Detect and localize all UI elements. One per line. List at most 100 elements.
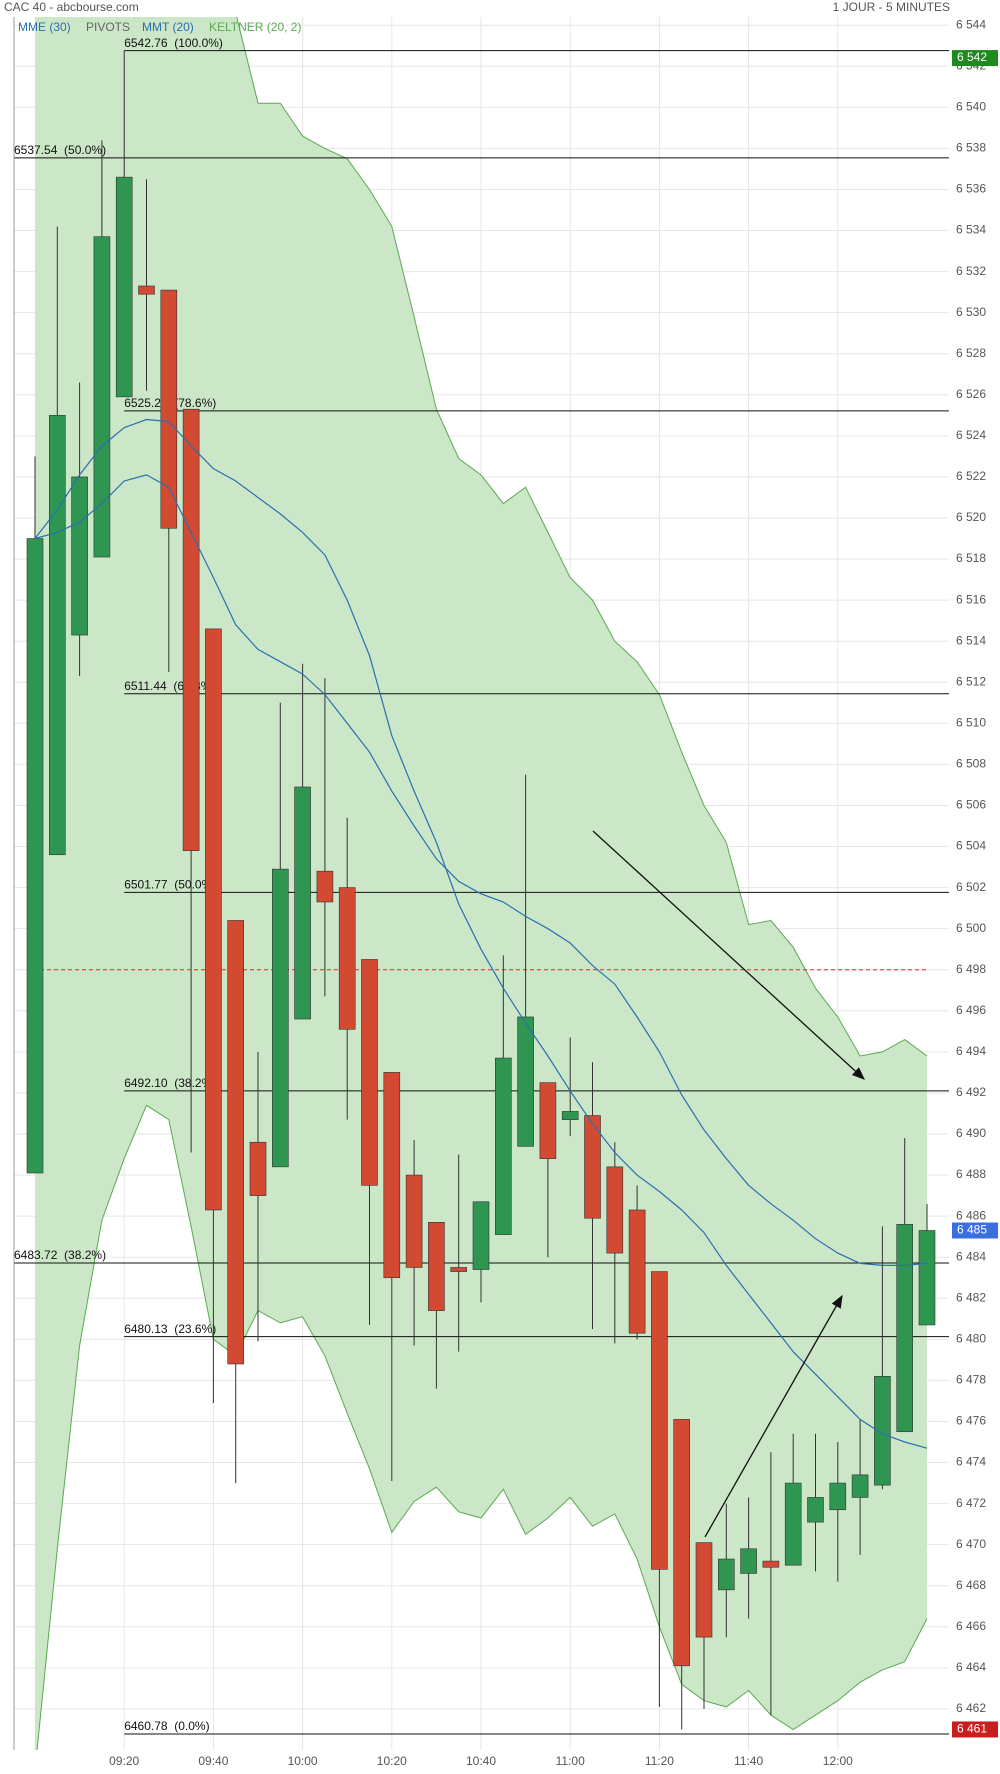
band-upper bbox=[236, 17, 928, 1057]
ma-line bbox=[34, 474, 928, 1266]
arrow bbox=[704, 1294, 843, 1538]
candle-body bbox=[673, 1419, 691, 1667]
band-fill bbox=[35, 17, 927, 1750]
y-tick-label: 6 464 bbox=[956, 1660, 986, 1674]
price-tag-label: 6 461 bbox=[957, 1722, 987, 1736]
y-tick-label: 6 536 bbox=[956, 182, 986, 196]
candle-body bbox=[851, 1474, 869, 1498]
ma-line bbox=[34, 418, 928, 1449]
y-tick-label: 6 480 bbox=[956, 1332, 986, 1346]
y-tick-label: 6 526 bbox=[956, 387, 986, 401]
axes: 6 462 6 464 6 466 6 468 6 470 6 472 6 474 6 476… bbox=[109, 17, 998, 1768]
y-tick-label: 6 506 bbox=[956, 798, 986, 812]
candle-body bbox=[428, 1221, 445, 1311]
y-tick-label: 6 466 bbox=[956, 1619, 986, 1633]
y-tick-label: 6 508 bbox=[956, 757, 986, 771]
candle-body bbox=[26, 538, 44, 1174]
candle-body bbox=[405, 1174, 423, 1268]
x-tick-label: 11:20 bbox=[645, 1754, 674, 1768]
y-tick-label: 6 516 bbox=[956, 592, 986, 606]
y-tick-label: 6 528 bbox=[956, 346, 986, 360]
candle-body bbox=[450, 1267, 468, 1272]
y-tick-label: 6 510 bbox=[956, 716, 986, 730]
x-tick-label: 10:40 bbox=[466, 1754, 496, 1768]
y-tick-label: 6 520 bbox=[956, 510, 986, 524]
arrow bbox=[592, 830, 865, 1080]
candle-body bbox=[807, 1497, 824, 1523]
candle-body bbox=[517, 1016, 534, 1147]
y-tick-label: 6 498 bbox=[956, 962, 986, 976]
candle-body bbox=[606, 1166, 624, 1254]
legend: MME (30) PIVOTS MMT (20) KELTNER (20, 2) bbox=[18, 20, 301, 34]
candle-body bbox=[93, 236, 111, 558]
candle-body bbox=[874, 1375, 891, 1486]
y-tick-label: 6 476 bbox=[956, 1414, 986, 1428]
level-label: 6501.77 (50.0%) bbox=[124, 878, 216, 892]
chart-title: CAC 40 - abcbourse.com bbox=[4, 0, 139, 14]
candle-body bbox=[160, 289, 178, 529]
y-tick-label: 6 492 bbox=[956, 1085, 986, 1099]
y-tick-label: 6 470 bbox=[956, 1537, 986, 1551]
y-tick-label: 6 474 bbox=[956, 1455, 986, 1469]
price-tag bbox=[952, 50, 998, 67]
y-tick-label: 6 462 bbox=[956, 1701, 986, 1715]
candle-body bbox=[71, 476, 88, 636]
candle-body bbox=[249, 1141, 267, 1196]
y-tick-label: 6 488 bbox=[956, 1167, 986, 1181]
candle-body bbox=[294, 786, 311, 1020]
candle-body bbox=[628, 1209, 646, 1334]
x-tick-label: 11:00 bbox=[556, 1754, 585, 1768]
y-tick-label: 6 534 bbox=[956, 223, 986, 237]
y-tick-label: 6 532 bbox=[956, 264, 986, 278]
price-tag bbox=[952, 1721, 998, 1738]
candle-body bbox=[472, 1201, 490, 1270]
candle-body bbox=[271, 868, 289, 1168]
y-tick-label: 6 486 bbox=[956, 1208, 986, 1222]
x-tick-label: 09:20 bbox=[109, 1754, 139, 1768]
y-tick-label: 6 514 bbox=[956, 633, 986, 647]
candle-body bbox=[494, 1057, 512, 1235]
y-tick-label: 6 504 bbox=[956, 839, 986, 853]
y-tick-label: 6 518 bbox=[956, 551, 986, 565]
candle-body bbox=[561, 1111, 579, 1120]
plot-area bbox=[26, 50, 936, 1730]
candle-body bbox=[138, 285, 155, 295]
candle-body bbox=[182, 408, 200, 851]
price-tag-label: 6 542 bbox=[957, 50, 987, 64]
x-tick-label: 10:00 bbox=[288, 1754, 318, 1768]
candle-body bbox=[784, 1482, 802, 1566]
x-tick-label: 10:20 bbox=[377, 1754, 407, 1768]
y-tick-label: 6 524 bbox=[956, 428, 986, 442]
candle-body bbox=[717, 1558, 735, 1591]
level-label: 6483.72 (38.2%) bbox=[14, 1248, 106, 1262]
y-tick-label: 6 472 bbox=[956, 1496, 986, 1510]
candle-body bbox=[316, 870, 334, 903]
chart-subtitle: 1 JOUR - 5 MINUTES bbox=[833, 0, 950, 14]
y-tick-label: 6 538 bbox=[956, 141, 986, 155]
y-tick-label: 6 468 bbox=[956, 1578, 986, 1592]
y-tick-label: 6 478 bbox=[956, 1373, 986, 1387]
band-lower bbox=[36, 1104, 928, 1750]
y-tick-label: 6 490 bbox=[956, 1126, 986, 1140]
candle-body bbox=[115, 176, 133, 398]
y-tick-label: 6 500 bbox=[956, 921, 986, 935]
candle-body bbox=[918, 1230, 936, 1326]
level-label: 6460.78 (0.0%) bbox=[124, 1719, 209, 1733]
candle-body bbox=[584, 1115, 601, 1219]
y-tick-label: 6 482 bbox=[956, 1290, 986, 1304]
candle-body bbox=[227, 920, 244, 1365]
y-tick-label: 6 494 bbox=[956, 1044, 986, 1058]
y-tick-label: 6 512 bbox=[956, 674, 986, 688]
candle-body bbox=[361, 959, 378, 1186]
legend-entry: PIVOTS bbox=[86, 20, 130, 34]
candle-body bbox=[740, 1548, 757, 1574]
y-tick-label: 6 544 bbox=[956, 17, 986, 31]
candle-body bbox=[762, 1560, 780, 1568]
candle-body bbox=[695, 1542, 713, 1638]
candle-body bbox=[205, 628, 222, 1211]
level-label: 6492.10 (38.2%) bbox=[124, 1076, 216, 1090]
y-tick-label: 6 484 bbox=[956, 1249, 986, 1263]
candle-body bbox=[651, 1271, 668, 1570]
level-label: 6511.44 (61.8%) bbox=[124, 679, 215, 693]
